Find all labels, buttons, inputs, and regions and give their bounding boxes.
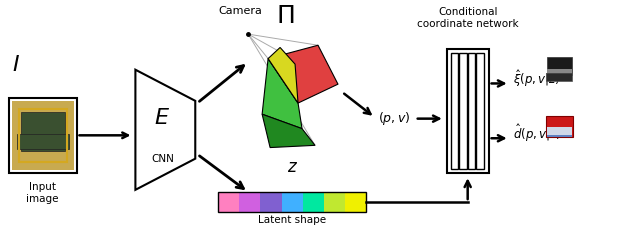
- Bar: [547, 69, 572, 73]
- Bar: [459, 53, 467, 169]
- Bar: [324, 192, 345, 212]
- Polygon shape: [262, 59, 302, 129]
- Text: CNN: CNN: [151, 154, 174, 164]
- Text: $\Pi$: $\Pi$: [276, 4, 294, 28]
- Polygon shape: [136, 70, 195, 190]
- Bar: [468, 53, 475, 169]
- Bar: [545, 116, 573, 137]
- Text: $I$: $I$: [12, 55, 20, 75]
- Bar: [447, 49, 488, 173]
- Bar: [218, 192, 366, 212]
- Text: $z$: $z$: [287, 158, 298, 176]
- Polygon shape: [262, 114, 315, 148]
- Bar: [239, 192, 260, 212]
- Text: Input
image: Input image: [26, 182, 59, 204]
- Bar: [282, 192, 303, 212]
- Bar: [545, 73, 572, 81]
- Bar: [260, 192, 282, 212]
- Bar: [12, 101, 74, 170]
- Text: Latent shape: Latent shape: [258, 215, 326, 225]
- Text: $\hat{d}(p, v|z)$: $\hat{d}(p, v|z)$: [513, 122, 561, 144]
- Bar: [547, 57, 572, 74]
- Polygon shape: [268, 47, 298, 103]
- Text: Conditional
coordinate network: Conditional coordinate network: [417, 7, 518, 29]
- Text: $E$: $E$: [154, 108, 170, 128]
- Text: $\hat{\xi}(p, v|z)$: $\hat{\xi}(p, v|z)$: [513, 68, 560, 89]
- Polygon shape: [17, 134, 68, 149]
- Text: Camera: Camera: [218, 6, 262, 16]
- Bar: [303, 192, 324, 212]
- Bar: [9, 98, 77, 173]
- Polygon shape: [20, 112, 65, 151]
- Text: $(p, v)$: $(p, v)$: [378, 110, 410, 127]
- Bar: [547, 135, 572, 137]
- Polygon shape: [268, 45, 338, 103]
- Bar: [451, 53, 458, 169]
- Bar: [345, 192, 366, 212]
- Bar: [547, 127, 572, 137]
- Bar: [218, 192, 239, 212]
- Bar: [476, 53, 484, 169]
